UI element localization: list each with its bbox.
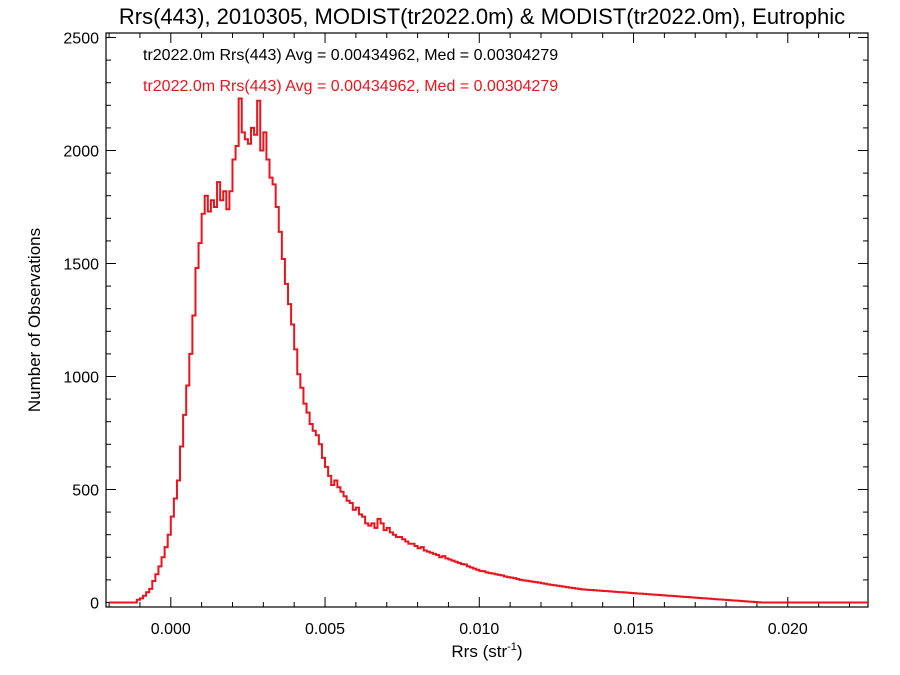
annotation-red: tr2022.0m Rrs(443) Avg = 0.00434962, Med… bbox=[143, 78, 558, 95]
y-tick-label: 0 bbox=[90, 595, 99, 612]
x-tick-label: 0.000 bbox=[151, 621, 191, 638]
x-tick-label: 0.020 bbox=[768, 621, 808, 638]
y-axis-label: Number of Observations bbox=[25, 228, 44, 412]
y-tick-label: 1000 bbox=[63, 369, 99, 386]
x-tick-label: 0.015 bbox=[614, 621, 654, 638]
x-tick-label: 0.010 bbox=[459, 621, 499, 638]
annotation-black: tr2022.0m Rrs(443) Avg = 0.00434962, Med… bbox=[143, 47, 558, 64]
y-tick-label: 2000 bbox=[63, 144, 99, 161]
x-axis-label-superscript: -1 bbox=[507, 641, 517, 653]
y-tick-label: 2500 bbox=[63, 31, 99, 48]
y-axis-ticks: 0 500 1000 1500 2000 2500 bbox=[63, 31, 868, 612]
series-layer bbox=[109, 97, 868, 604]
y-tick-label: 1500 bbox=[63, 257, 99, 274]
plot-area: 0.000 0.005 0.010 0.015 0.020 0 500 1000 1500 20… bbox=[63, 31, 869, 638]
histogram-step-line bbox=[109, 97, 868, 604]
chart-title: Rrs(443), 2010305, MODIST(tr2022.0m) & M… bbox=[119, 4, 845, 29]
x-axis-label-close: ) bbox=[517, 642, 523, 661]
x-axis-label: Rrs (str-1) bbox=[451, 641, 522, 661]
x-axis-label-main: Rrs (str bbox=[451, 642, 507, 661]
y-tick-label: 500 bbox=[72, 482, 99, 499]
plot-frame bbox=[105, 32, 869, 608]
x-tick-label: 0.005 bbox=[305, 621, 345, 638]
x-axis-ticks: 0.000 0.005 0.010 0.015 0.020 bbox=[108, 33, 850, 638]
